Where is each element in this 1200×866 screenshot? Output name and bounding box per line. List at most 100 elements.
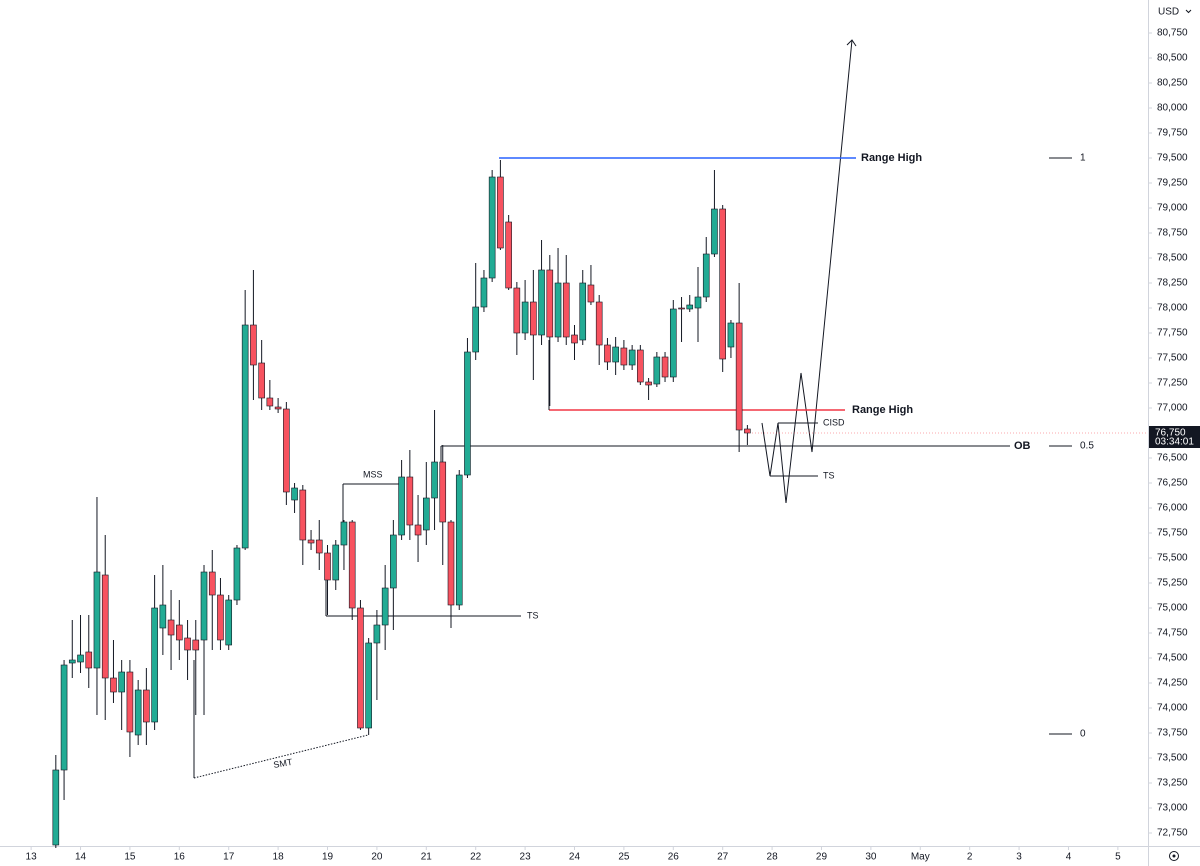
y-tick-label: 80,750 — [1157, 28, 1188, 39]
candle-body — [447, 521, 455, 606]
settings-icon-dot[interactable] — [1172, 854, 1176, 858]
candle-body — [332, 544, 340, 581]
candle-body — [398, 476, 405, 536]
y-tick-label: 79,500 — [1157, 153, 1188, 164]
candle-body — [68, 659, 76, 664]
candle-body — [299, 489, 307, 541]
candle-body — [719, 208, 726, 360]
candle-body — [159, 604, 167, 629]
y-tick-label: 77,250 — [1157, 378, 1188, 389]
candle-body — [357, 607, 364, 729]
candle-body — [225, 599, 233, 646]
y-tick-label: 76,000 — [1157, 503, 1188, 514]
candle-body — [431, 461, 438, 499]
candle-body — [151, 607, 158, 723]
candle-body — [620, 347, 628, 366]
candle-body — [694, 296, 702, 309]
candle-body — [612, 346, 619, 363]
candle-body — [497, 176, 504, 249]
y-tick-label: 77,750 — [1157, 328, 1188, 339]
candle-body — [143, 689, 150, 723]
candle-body — [340, 521, 348, 546]
candle-body — [176, 624, 183, 641]
x-tick-label: 22 — [470, 852, 482, 863]
candle-body — [192, 639, 200, 651]
x-tick-label: 17 — [223, 852, 235, 863]
candle-body — [134, 689, 142, 736]
y-tick-label: 79,750 — [1157, 128, 1188, 139]
y-tick-label: 74,000 — [1157, 703, 1188, 714]
y-tick-label: 76,500 — [1157, 453, 1188, 464]
candle-body — [464, 351, 471, 476]
candle-body — [110, 677, 117, 693]
candle-body — [472, 306, 479, 353]
candle-body — [505, 221, 512, 289]
candle-body — [587, 284, 595, 303]
x-tick-label: 4 — [1066, 852, 1072, 863]
y-tick-label: 78,500 — [1157, 253, 1188, 264]
level-label: CISD — [823, 417, 845, 427]
candle-body — [60, 664, 68, 771]
candle-body — [258, 362, 265, 399]
candle-body — [184, 637, 191, 651]
candle-body — [521, 301, 529, 334]
y-tick-label: 74,250 — [1157, 678, 1188, 689]
candle-body — [77, 654, 84, 663]
x-tick-label: 24 — [569, 852, 581, 863]
candle-body — [711, 208, 718, 255]
candle-body — [414, 524, 422, 536]
candle-body — [735, 322, 743, 431]
last-price-label: 76,750 — [1155, 428, 1186, 439]
x-tick-label: 19 — [322, 852, 334, 863]
candle-body — [579, 282, 587, 341]
candle-body — [488, 176, 496, 279]
y-tick-label: 76,250 — [1157, 478, 1188, 489]
candle-body — [669, 308, 677, 378]
candle-body — [645, 381, 652, 386]
x-tick-label: 23 — [520, 852, 532, 863]
y-tick-label: 75,500 — [1157, 553, 1188, 564]
x-tick-label: 25 — [618, 852, 630, 863]
y-tick-label: 78,250 — [1157, 278, 1188, 289]
candle-body — [562, 282, 570, 338]
candle-body — [554, 282, 562, 338]
x-tick-label: 15 — [124, 852, 136, 863]
x-tick-label: 20 — [371, 852, 383, 863]
candle-body — [241, 324, 249, 549]
candle-body — [373, 624, 381, 644]
currency-chevron[interactable] — [1185, 9, 1192, 14]
candle-body — [661, 356, 669, 378]
x-tick-label: 21 — [421, 852, 433, 863]
y-tick-label: 79,000 — [1157, 203, 1188, 214]
candle-body — [686, 304, 694, 310]
candle-body — [628, 349, 636, 366]
last-price-tag — [1149, 426, 1200, 448]
y-tick-label: 73,000 — [1157, 803, 1188, 814]
y-tick-label: 78,000 — [1157, 303, 1188, 314]
candle-body — [233, 547, 241, 601]
candle-body — [250, 324, 257, 366]
x-tick-label: 13 — [26, 852, 38, 863]
x-tick-label: 2 — [967, 852, 973, 863]
candle-body — [283, 408, 290, 493]
candle-body — [217, 594, 224, 641]
y-tick-label: 72,750 — [1157, 828, 1188, 839]
y-tick-label: 75,250 — [1157, 578, 1188, 589]
level-label: TS — [527, 610, 539, 620]
candle-body — [348, 521, 356, 609]
currency[interactable]: USD — [1158, 7, 1179, 18]
y-tick-label: 73,250 — [1157, 778, 1188, 789]
y-tick-label: 80,500 — [1157, 53, 1188, 64]
fib-label: 1 — [1080, 153, 1086, 164]
level-label: TS — [823, 470, 835, 480]
y-tick-label: 73,500 — [1157, 753, 1188, 764]
y-tick-label: 75,000 — [1157, 603, 1188, 614]
x-tick-label: 16 — [174, 852, 186, 863]
x-tick-label: 30 — [865, 852, 877, 863]
settings-icon[interactable] — [1169, 851, 1179, 861]
level-label: MSS — [363, 469, 383, 479]
candle-body — [727, 322, 735, 348]
candle-body — [390, 534, 397, 589]
x-tick-label: 3 — [1016, 852, 1022, 863]
